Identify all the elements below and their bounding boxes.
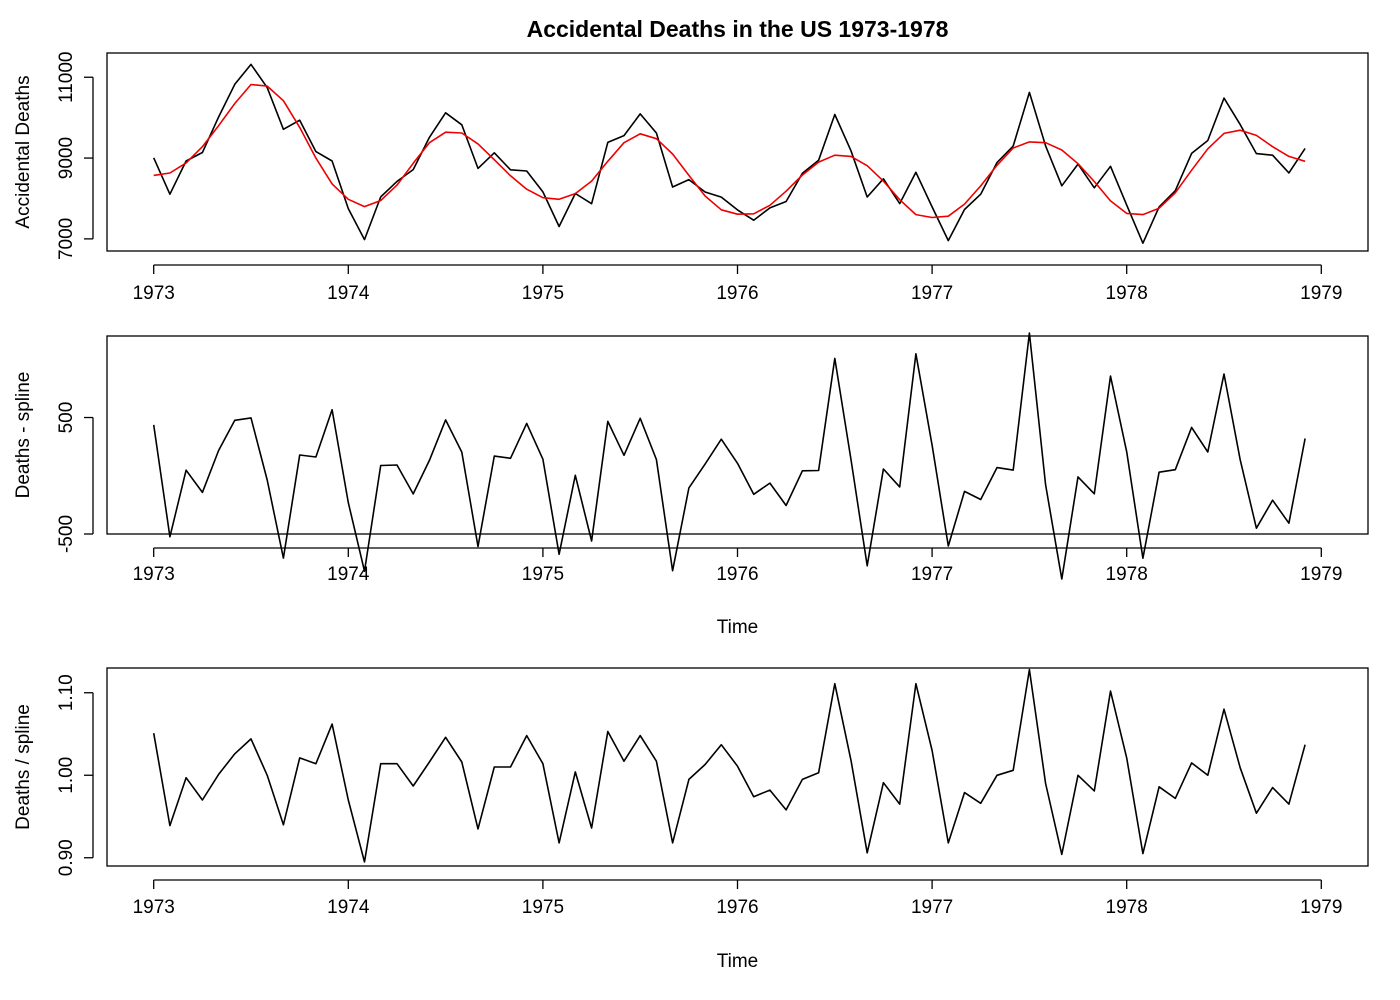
x-tick-label: 1975 [522,564,564,585]
y-axis-label: Accidental Deaths [13,75,34,228]
x-tick-label: 1974 [327,897,370,918]
x-tick-label: 1973 [133,897,175,918]
x-tick-label: 1975 [522,283,564,304]
series-line-3-1 [152,668,1306,863]
y-tick-label: 0.90 [56,839,77,876]
plot-frame-2 [106,335,1369,535]
series-line-1-2 [153,83,1306,219]
y-tick-label: -500 [56,515,77,553]
y-tick-label: 7000 [56,218,77,260]
y-axis-label: Deaths - spline [13,372,34,499]
plot-frame-3 [106,667,1369,867]
y-axis-label: Deaths / spline [13,704,34,830]
x-tick-label: 1977 [911,283,953,304]
y-tick-label: 1.10 [56,674,77,711]
x-tick-label: 1977 [911,564,953,585]
x-tick-label: 1974 [327,564,370,585]
x-tick-label: 1978 [1106,283,1148,304]
x-tick-label: 1976 [716,897,758,918]
y-tick-label: 11000 [56,52,77,103]
x-tick-label: 1979 [1300,564,1342,585]
chart-title: Accidental Deaths in the US 1973-1978 [527,16,949,42]
y-tick-label: 9000 [56,137,77,179]
x-axis-label: Time [717,951,759,972]
x-axis-label: Time [717,617,759,638]
x-tick-label: 1978 [1106,564,1148,585]
series-line-1-1 [152,63,1306,244]
x-tick-label: 1978 [1106,897,1148,918]
plot-frame-1 [106,52,1369,252]
x-tick-label: 1975 [522,897,564,918]
y-tick-label: 1.00 [56,757,77,794]
series-line-2-1 [152,332,1306,580]
x-tick-label: 1973 [133,283,175,304]
x-tick-label: 1977 [911,897,953,918]
x-tick-label: 1973 [133,564,175,585]
y-tick-label: 500 [56,402,77,434]
x-tick-label: 1979 [1300,897,1342,918]
x-tick-label: 1976 [716,564,758,585]
x-tick-label: 1979 [1300,283,1342,304]
x-tick-label: 1976 [716,283,758,304]
x-tick-label: 1974 [327,283,370,304]
